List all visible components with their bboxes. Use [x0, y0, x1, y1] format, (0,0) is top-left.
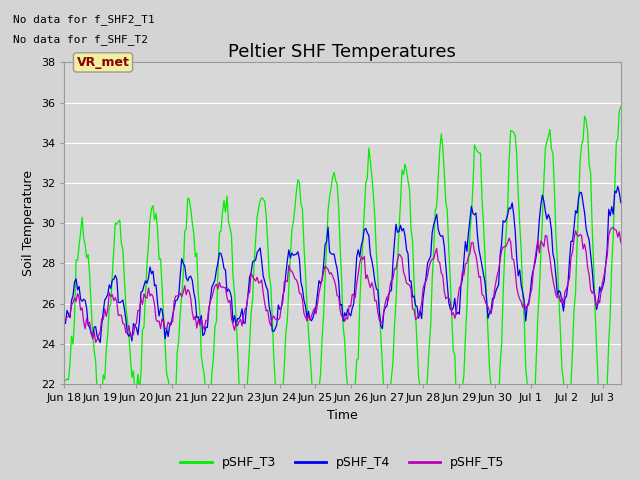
- Text: VR_met: VR_met: [77, 56, 129, 69]
- Y-axis label: Soil Temperature: Soil Temperature: [22, 170, 35, 276]
- Line: pSHF_T3: pSHF_T3: [64, 107, 621, 435]
- pSHF_T3: [466, 231, 474, 237]
- pSHF_T4: [519, 289, 527, 295]
- pSHF_T5: [92, 339, 100, 345]
- pSHF_T5: [158, 316, 166, 322]
- pSHF_T5: [519, 304, 527, 310]
- Line: pSHF_T5: pSHF_T5: [64, 228, 621, 342]
- pSHF_T3: [617, 104, 625, 110]
- pSHF_T3: [517, 247, 525, 253]
- pSHF_T4: [60, 315, 68, 321]
- pSHF_T5: [609, 225, 617, 230]
- pSHF_T4: [158, 307, 166, 312]
- pSHF_T4: [285, 247, 292, 253]
- Line: pSHF_T4: pSHF_T4: [64, 186, 621, 343]
- Title: Peltier SHF Temperatures: Peltier SHF Temperatures: [228, 43, 456, 61]
- pSHF_T3: [284, 317, 291, 323]
- pSHF_T3: [600, 432, 608, 438]
- pSHF_T3: [60, 377, 68, 383]
- pSHF_T3: [157, 256, 164, 262]
- X-axis label: Time: Time: [327, 408, 358, 421]
- pSHF_T4: [614, 183, 621, 189]
- pSHF_T5: [546, 254, 554, 260]
- pSHF_T5: [60, 321, 68, 326]
- Text: No data for f_SHF2_T1: No data for f_SHF2_T1: [13, 14, 154, 25]
- Text: No data for f_SHF_T2: No data for f_SHF_T2: [13, 34, 148, 45]
- pSHF_T5: [285, 262, 292, 268]
- pSHF_T4: [617, 200, 625, 205]
- pSHF_T4: [97, 340, 104, 346]
- pSHF_T3: [545, 133, 552, 139]
- pSHF_T5: [279, 299, 287, 305]
- pSHF_T5: [617, 240, 625, 246]
- pSHF_T4: [279, 293, 287, 299]
- pSHF_T4: [546, 216, 554, 221]
- pSHF_T5: [468, 240, 476, 245]
- pSHF_T4: [468, 204, 476, 209]
- pSHF_T3: [278, 394, 285, 399]
- Legend: pSHF_T3, pSHF_T4, pSHF_T5: pSHF_T3, pSHF_T4, pSHF_T5: [175, 451, 509, 474]
